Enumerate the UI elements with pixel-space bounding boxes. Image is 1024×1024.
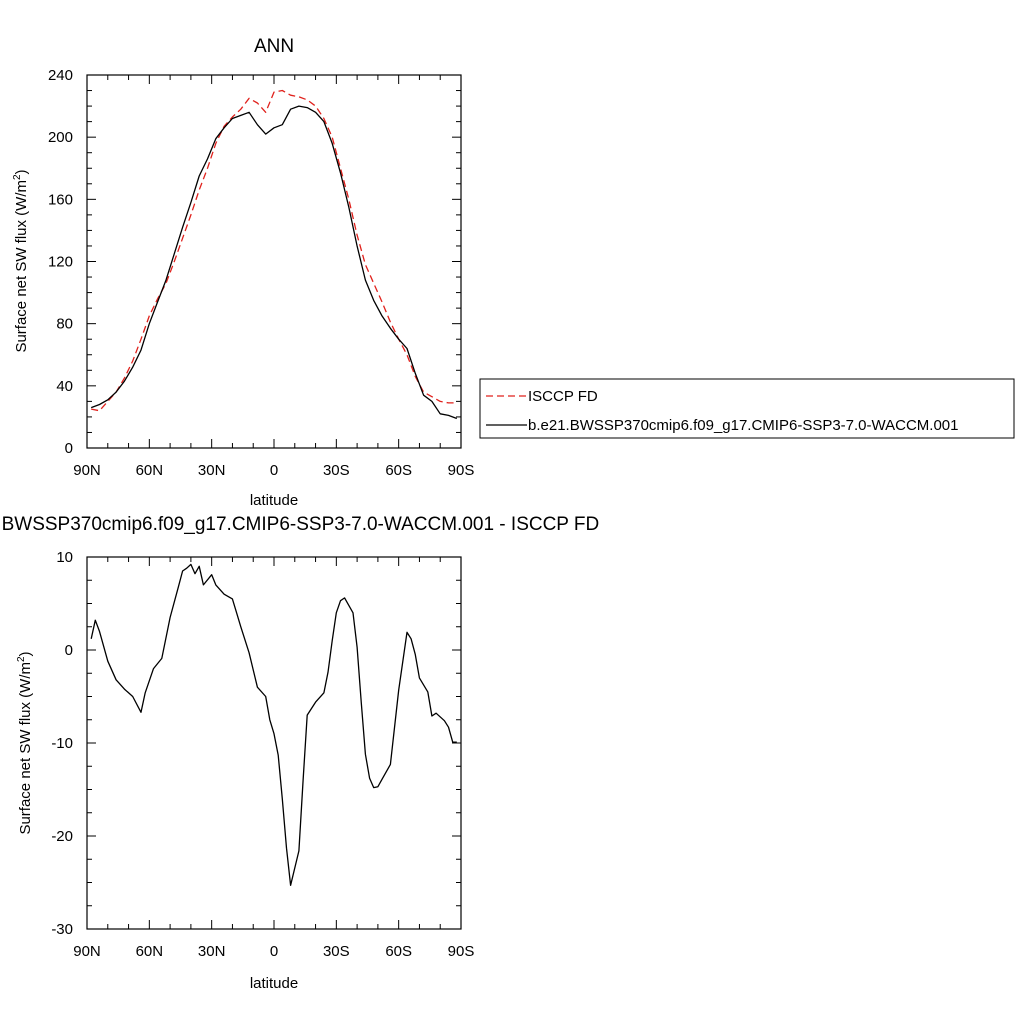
axis-ticks: 90N 60N 30N 0 30S 60S 90S 0 40 80 120 160 200 240 bbox=[48, 67, 474, 479]
y-axis-label: Surface net SW flux (W/m2) bbox=[16, 651, 34, 834]
y-tick-label: 80 bbox=[56, 316, 73, 333]
x-tick-label: 60N bbox=[136, 462, 164, 479]
series-line-isccp-fd bbox=[91, 89, 457, 412]
legend-label-model: b.e21.BWSSP370cmip6.f09_g17.CMIP6-SSP3-7… bbox=[528, 417, 958, 434]
y-tick-label: 40 bbox=[56, 378, 73, 395]
series-line-difference bbox=[90, 563, 457, 886]
x-tick-label: 30S bbox=[323, 462, 350, 479]
x-tick-label: 30N bbox=[198, 462, 226, 479]
legend-box bbox=[479, 378, 1015, 439]
legend: ISCCP FD b.e21.BWSSP370cmip6.f09_g17.CMI… bbox=[479, 378, 1015, 439]
x-axis-label: latitude bbox=[250, 975, 298, 992]
y-tick-label: -30 bbox=[51, 921, 73, 938]
y-axis-label: Surface net SW flux (W/m2) bbox=[12, 169, 30, 352]
series-layer bbox=[90, 89, 458, 420]
y-tick-label: -20 bbox=[51, 828, 73, 845]
series-layer bbox=[90, 563, 457, 886]
x-tick-label: 0 bbox=[270, 943, 278, 960]
annual-mean-panel: ANN 90N 60N 30N 0 30S 60S 90S 0 40 80 120 160 200 240… bbox=[12, 36, 474, 509]
difference-panel: b.e21.BWSSP370cmip6.f09_g17.CMIP6-SSP3-7… bbox=[0, 514, 599, 992]
x-tick-label: 30N bbox=[198, 943, 226, 960]
y-tick-label: 160 bbox=[48, 191, 73, 208]
legend-label-isccp: ISCCP FD bbox=[528, 388, 598, 405]
x-tick-label: 90S bbox=[448, 943, 475, 960]
x-tick-label: 0 bbox=[270, 462, 278, 479]
x-axis-label: latitude bbox=[250, 492, 298, 509]
panel-title: b.e21.BWSSP370cmip6.f09_g17.CMIP6-SSP3-7… bbox=[0, 514, 599, 535]
x-tick-label: 90S bbox=[448, 462, 475, 479]
y-tick-label: -10 bbox=[51, 735, 73, 752]
y-tick-label: 0 bbox=[65, 642, 73, 659]
plot-frame bbox=[86, 74, 462, 449]
axis-ticks: 90N 60N 30N 0 30S 60S 90S -30 -20 -10 0 10 bbox=[51, 549, 474, 960]
y-tick-label: 120 bbox=[48, 254, 73, 271]
panel-title: ANN bbox=[254, 36, 294, 57]
y-tick-label: 10 bbox=[56, 549, 73, 566]
y-tick-label: 200 bbox=[48, 129, 73, 146]
x-tick-label: 90N bbox=[73, 462, 101, 479]
series-line-model bbox=[90, 105, 458, 420]
x-tick-label: 60S bbox=[385, 462, 412, 479]
x-tick-label: 30S bbox=[323, 943, 350, 960]
x-tick-label: 90N bbox=[73, 943, 101, 960]
x-tick-label: 60N bbox=[136, 943, 164, 960]
x-tick-label: 60S bbox=[385, 943, 412, 960]
y-tick-label: 0 bbox=[65, 440, 73, 457]
y-tick-label: 240 bbox=[48, 67, 73, 84]
plot-frame bbox=[86, 556, 462, 930]
